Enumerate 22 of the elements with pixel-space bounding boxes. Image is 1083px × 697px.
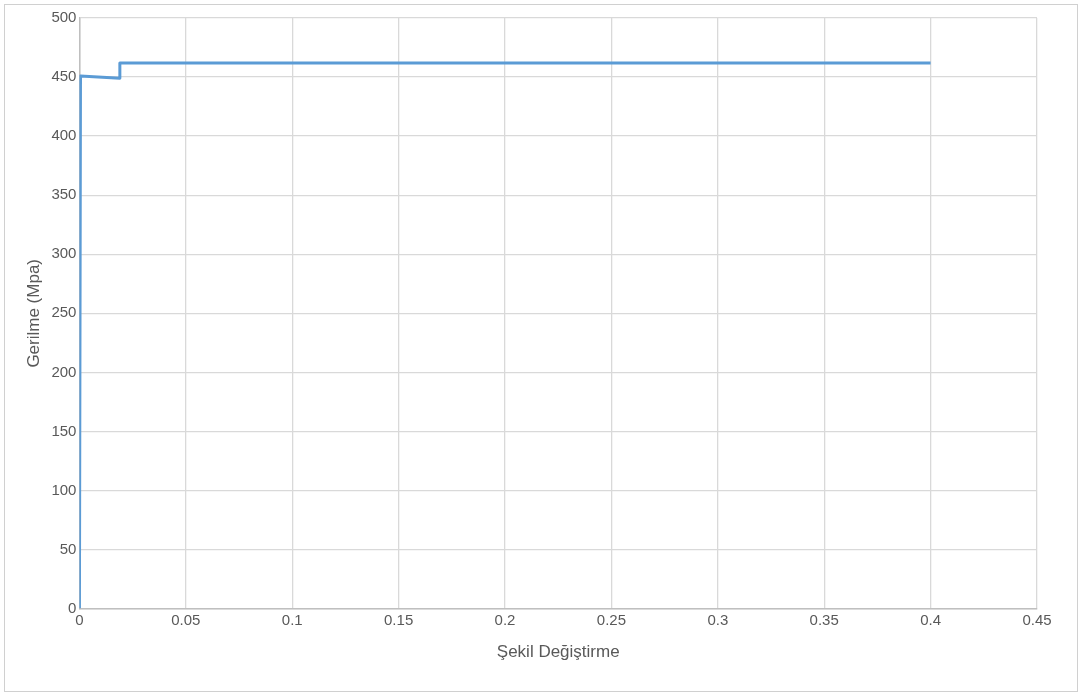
y-tick-label: 200	[51, 362, 77, 380]
x-tick-label: 0.35	[809, 610, 839, 628]
x-tick-label: 0.1	[281, 610, 303, 628]
y-tick-label: 250	[51, 303, 77, 321]
x-tick-label: 0.25	[596, 610, 627, 628]
y-axis-title: Gerilme (Mpa)	[23, 258, 43, 368]
x-tick-label: 0.45	[1022, 610, 1052, 628]
y-tick-label: 100	[51, 480, 77, 498]
x-tick-label: 0.2	[494, 610, 516, 628]
y-tick-label: 150	[51, 421, 77, 439]
x-axis-title: Şekil Değiştirme	[496, 642, 620, 662]
y-tick-label: 300	[51, 244, 77, 262]
x-tick-label: 0.4	[920, 610, 942, 628]
y-tick-label: 50	[59, 539, 77, 557]
x-tick-label: 0.3	[707, 610, 729, 628]
y-tick-label: 400	[51, 126, 77, 144]
y-tick-label: 450	[51, 67, 77, 85]
x-tick-label: 0.15	[384, 610, 414, 628]
y-tick-label: 500	[51, 8, 77, 26]
x-tick-label: 0.05	[171, 610, 201, 628]
y-tick-label: 350	[51, 185, 77, 203]
y-tick-label: 0	[68, 598, 77, 616]
